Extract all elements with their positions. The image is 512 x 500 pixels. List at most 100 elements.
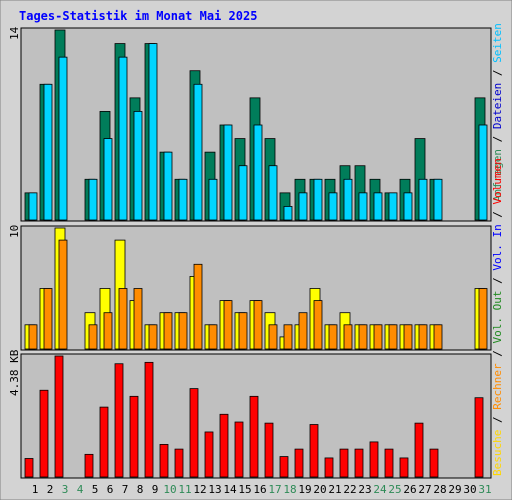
bottom-bar-volume-day-14 bbox=[219, 413, 229, 478]
top-bar-files-day-28 bbox=[433, 178, 443, 221]
top-bar-files-day-22 bbox=[343, 178, 353, 221]
top-bar-files-day-24 bbox=[373, 192, 383, 221]
top-bar-files-day-3 bbox=[58, 56, 68, 221]
mid-legend-part: Vol. Out bbox=[491, 291, 504, 344]
top-bar-files-day-10 bbox=[163, 151, 173, 221]
x-tick-label-day-14: 14 bbox=[223, 483, 237, 496]
x-tick-label-day-26: 26 bbox=[403, 483, 416, 496]
mid-bar-sites-day-14 bbox=[223, 300, 233, 350]
top-bar-files-day-19 bbox=[298, 192, 308, 221]
mid-legend-part: Rechner bbox=[491, 363, 504, 410]
bottom-bar-volume-day-24 bbox=[369, 441, 379, 478]
top-bar-files-day-20 bbox=[313, 178, 323, 221]
bottom-bar-volume-day-10 bbox=[159, 444, 169, 478]
x-tick-label-day-4: 4 bbox=[77, 483, 84, 496]
mid-legend-part: / bbox=[491, 344, 504, 364]
mid-legend-part: Volumen bbox=[491, 158, 504, 204]
x-tick-label-day-1: 1 bbox=[32, 483, 39, 496]
mid-bar-sites-day-18 bbox=[283, 324, 293, 350]
mid-bar-sites-day-8 bbox=[133, 288, 143, 350]
mid-bar-sites-day-5 bbox=[88, 324, 98, 350]
x-tick-label-day-16: 16 bbox=[253, 483, 266, 496]
mid-bar-sites-day-22 bbox=[343, 324, 353, 350]
top-legend-part: / bbox=[491, 129, 504, 149]
mid-bar-sites-day-10 bbox=[163, 312, 173, 350]
mid-bar-sites-day-27 bbox=[418, 324, 428, 350]
top-bar-files-day-25 bbox=[388, 192, 398, 221]
x-tick-label-day-5: 5 bbox=[92, 483, 99, 496]
x-tick-label-day-7: 7 bbox=[122, 483, 129, 496]
bottom-bar-volume-day-5 bbox=[84, 453, 94, 478]
mid-bar-sites-day-1 bbox=[28, 324, 38, 350]
bottom-bar-volume-day-7 bbox=[114, 363, 124, 478]
bottom-bar-volume-day-26 bbox=[399, 457, 409, 478]
x-tick-label-day-2: 2 bbox=[47, 483, 54, 496]
top-bar-files-day-12 bbox=[193, 83, 203, 221]
x-tick-label-day-24: 24 bbox=[373, 483, 387, 496]
mid-bar-sites-day-11 bbox=[178, 312, 188, 350]
x-tick-label-day-29: 29 bbox=[448, 483, 461, 496]
bottom-bar-volume-day-20 bbox=[309, 424, 319, 478]
bottom-bar-volume-day-15 bbox=[234, 421, 244, 478]
x-tick-label-day-11: 11 bbox=[178, 483, 191, 496]
mid-bar-sites-day-25 bbox=[388, 324, 398, 350]
top-legend-part: Dateien bbox=[491, 83, 504, 129]
top-ymax-label: 14 bbox=[8, 26, 21, 40]
x-tick-label-day-20: 20 bbox=[313, 483, 326, 496]
mid-bar-sites-day-15 bbox=[238, 312, 248, 350]
bottom-bar-volume-day-27 bbox=[414, 422, 424, 478]
bar-layer bbox=[24, 29, 488, 478]
x-tick-label-day-23: 23 bbox=[358, 483, 371, 496]
mid-legend-part: Vol. In bbox=[491, 224, 504, 270]
x-tick-label-day-28: 28 bbox=[433, 483, 446, 496]
mid-bar-sites-day-16 bbox=[253, 300, 263, 350]
top-bar-files-day-17 bbox=[268, 165, 278, 221]
top-bar-files-day-21 bbox=[328, 192, 338, 221]
x-tick-label-day-31: 31 bbox=[478, 483, 491, 496]
x-tick-label-day-27: 27 bbox=[418, 483, 431, 496]
x-tick-label-day-18: 18 bbox=[283, 483, 296, 496]
top-bar-files-day-2 bbox=[43, 83, 53, 221]
top-bar-files-day-11 bbox=[178, 178, 188, 221]
x-tick-label-day-15: 15 bbox=[238, 483, 251, 496]
top-legend-part: Seiten bbox=[491, 23, 504, 63]
mid-bar-sites-day-13 bbox=[208, 324, 218, 350]
mid-bar-sites-day-7 bbox=[118, 288, 128, 350]
bottom-bar-volume-day-22 bbox=[339, 448, 349, 478]
bottom-bar-volume-day-1 bbox=[24, 458, 34, 478]
mid-bar-sites-day-6 bbox=[103, 312, 113, 350]
x-axis-labels: 1 2 3 4 5 6 7 8 9 10 11 12 13 14 15 16 17 18 19 20 21 22 23 24 2… bbox=[32, 483, 492, 496]
bottom-bar-volume-day-2 bbox=[39, 389, 49, 478]
top-bar-files-day-7 bbox=[118, 56, 128, 221]
top-bar-files-day-1 bbox=[28, 192, 38, 221]
bottom-bar-volume-day-11 bbox=[174, 448, 184, 478]
mid-bar-sites-day-24 bbox=[373, 324, 383, 350]
top-bar-files-day-9 bbox=[148, 43, 158, 221]
x-tick-label-day-22: 22 bbox=[343, 483, 356, 496]
chart-title: Tages-Statistik im Monat Mai 2025 bbox=[19, 9, 257, 23]
bottom-bar-volume-day-16 bbox=[249, 395, 259, 478]
x-tick-label-day-25: 25 bbox=[388, 483, 401, 496]
mid-bar-sites-day-21 bbox=[328, 324, 338, 350]
bottom-bar-volume-day-9 bbox=[144, 361, 154, 478]
top-bar-files-day-16 bbox=[253, 124, 263, 221]
x-tick-label-day-9: 9 bbox=[152, 483, 159, 496]
top-bar-files-day-15 bbox=[238, 165, 248, 221]
x-tick-label-day-13: 13 bbox=[208, 483, 221, 496]
top-bar-files-day-6 bbox=[103, 138, 113, 221]
bottom-bar-volume-day-12 bbox=[189, 388, 199, 478]
top-bar-files-day-18 bbox=[283, 206, 293, 221]
middle-ymax-label: 10 bbox=[8, 225, 21, 238]
top-bar-files-day-26 bbox=[403, 192, 413, 221]
mid-legend-part: / bbox=[491, 204, 504, 224]
mid-bar-sites-day-19 bbox=[298, 312, 308, 350]
bottom-bar-volume-day-28 bbox=[429, 448, 439, 478]
bottom-bar-volume-day-17 bbox=[264, 422, 274, 478]
bottom-bar-volume-day-13 bbox=[204, 431, 214, 478]
mid-bar-sites-day-23 bbox=[358, 324, 368, 350]
x-tick-label-day-21: 21 bbox=[328, 483, 341, 496]
mid-bar-sites-day-26 bbox=[403, 324, 413, 350]
top-bar-files-day-23 bbox=[358, 192, 368, 221]
x-tick-label-day-17: 17 bbox=[268, 483, 281, 496]
